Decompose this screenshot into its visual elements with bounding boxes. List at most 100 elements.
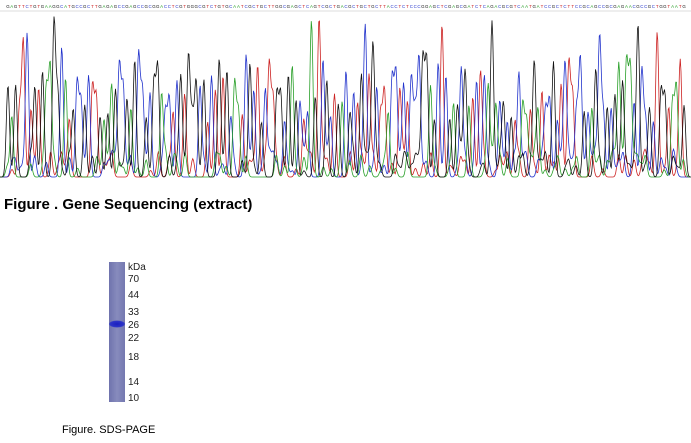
base-call-letter: C [375, 4, 378, 9]
base-call-letter: T [383, 4, 386, 9]
base-call-letter: A [467, 4, 470, 9]
base-call-letter: G [218, 4, 222, 9]
base-call-letter: G [621, 4, 625, 9]
base-call-letter: T [222, 4, 225, 9]
base-call-letter: C [198, 4, 201, 9]
base-call-letter: C [306, 4, 309, 9]
base-call-letter: C [640, 4, 643, 9]
base-call-letter: T [37, 4, 40, 9]
base-call-letter: G [260, 4, 264, 9]
base-call-letter: A [10, 4, 13, 9]
base-call-letter: C [141, 4, 144, 9]
base-call-letter: G [225, 4, 229, 9]
base-call-letter: G [133, 4, 137, 9]
base-call-letter: G [636, 4, 640, 9]
base-call-letter: A [110, 4, 113, 9]
base-call-letter: C [575, 4, 578, 9]
base-call-letter: C [329, 4, 332, 9]
base-call-letter: T [471, 4, 474, 9]
base-call-letter: G [194, 4, 198, 9]
base-call-letter: T [560, 4, 563, 9]
base-call-letter: C [364, 4, 367, 9]
base-call-letter: C [298, 4, 301, 9]
base-call-letter: G [502, 4, 506, 9]
base-call-letter: C [352, 4, 355, 9]
base-call-letter: T [30, 4, 33, 9]
base-call-letter: G [191, 4, 195, 9]
base-call-letter: A [537, 4, 540, 9]
base-call-letter: G [56, 4, 60, 9]
base-call-letter: T [272, 4, 275, 9]
sds-page-gel-lane [109, 262, 125, 402]
base-call-letter: T [318, 4, 321, 9]
base-call-letter: C [417, 4, 420, 9]
base-call-letter: T [68, 4, 71, 9]
base-call-letter: G [114, 4, 118, 9]
base-call-letter: G [275, 4, 279, 9]
base-call-letter: G [509, 4, 513, 9]
base-call-letter: A [341, 4, 344, 9]
base-call-letter: C [79, 4, 82, 9]
base-call-letter: G [248, 4, 252, 9]
base-call-letter: G [41, 4, 45, 9]
base-call-letter: T [91, 4, 94, 9]
base-call-letter: C [586, 4, 589, 9]
base-call-letter: C [118, 4, 121, 9]
trace-c [0, 23, 691, 178]
base-call-letter: G [552, 4, 556, 9]
base-call-letter: C [168, 4, 171, 9]
base-call-letter: A [49, 4, 52, 9]
base-call-letter: C [87, 4, 90, 9]
marker-label-18: 18 [128, 352, 140, 363]
base-call-letter: G [663, 4, 667, 9]
base-call-letter: C [498, 4, 501, 9]
base-call-letter: C [122, 4, 125, 9]
base-call-letter: C [506, 4, 509, 9]
base-call-letter: C [75, 4, 78, 9]
marker-label-44: 44 [128, 290, 140, 301]
base-call-letter: A [103, 4, 106, 9]
base-call-letter: A [387, 4, 390, 9]
base-call-letter: G [145, 4, 149, 9]
base-call-letter: T [268, 4, 271, 9]
base-call-letter: A [590, 4, 593, 9]
base-call-letter: A [671, 4, 674, 9]
base-call-letter: G [294, 4, 298, 9]
base-call-letter: G [72, 4, 76, 9]
base-call-letter: T [406, 4, 409, 9]
base-call-letter: G [371, 4, 375, 9]
base-call-letter: C [60, 4, 63, 9]
base-call-letter: T [241, 4, 244, 9]
base-call-letter: C [652, 4, 655, 9]
base-call-letter: C [475, 4, 478, 9]
base-call-letter: G [421, 4, 425, 9]
base-call-letter: C [517, 4, 520, 9]
base-call-letter: T [206, 4, 209, 9]
base-call-letter: C [483, 4, 486, 9]
base-call-letter: T [567, 4, 570, 9]
base-call-letter: A [429, 4, 432, 9]
base-call-letter: C [544, 4, 547, 9]
base-call-letter: T [95, 4, 98, 9]
base-call-letter: A [233, 4, 236, 9]
base-call-letter: C [402, 4, 405, 9]
base-call-letter: G [187, 4, 191, 9]
base-call-letter: G [425, 4, 429, 9]
base-call-letter: G [659, 4, 663, 9]
base-call-letter: T [302, 4, 305, 9]
base-call-letter: C [344, 4, 347, 9]
base-call-letter: G [33, 4, 37, 9]
base-call-letter: T [183, 4, 186, 9]
base-call-letter: A [160, 4, 163, 9]
base-call-letter: A [625, 4, 628, 9]
trace-t [0, 20, 691, 178]
base-call-letter: C [264, 4, 267, 9]
base-call-letter: T [541, 4, 544, 9]
base-call-letter: G [325, 4, 329, 9]
base-call-letter: G [125, 4, 129, 9]
marker-label-22: 22 [128, 333, 140, 344]
base-call-letter: G [14, 4, 18, 9]
base-call-letter: G [594, 4, 598, 9]
